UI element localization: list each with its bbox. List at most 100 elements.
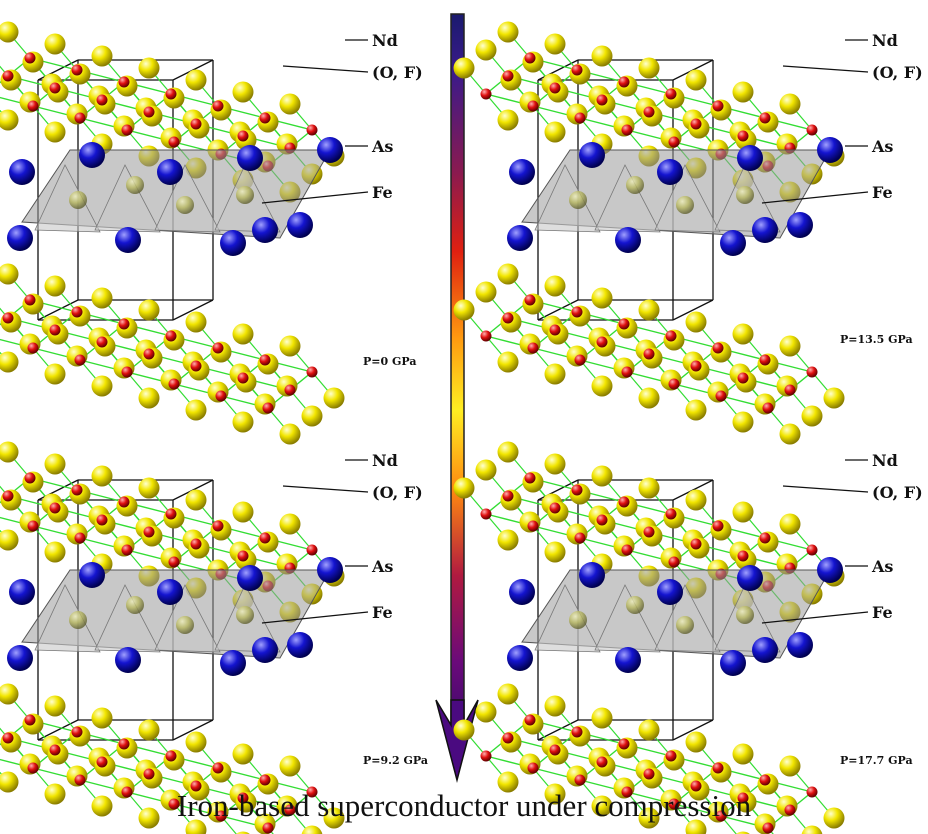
of-label: (O, F) — [872, 63, 923, 82]
oxide-layer — [453, 263, 845, 445]
fe-atom — [676, 616, 694, 634]
as-atom — [157, 159, 183, 185]
as-atom — [579, 562, 605, 588]
o-f-atom — [621, 366, 633, 378]
as-atom — [657, 579, 683, 605]
o-f-atom — [168, 378, 180, 390]
nd-atom — [497, 441, 519, 463]
fe-atom — [626, 176, 644, 194]
feas-layer — [7, 557, 343, 676]
o-f-atom — [165, 88, 177, 100]
nd-atom — [185, 399, 207, 421]
fe-atom — [569, 611, 587, 629]
nd-atom — [779, 755, 801, 777]
nd-atom — [44, 695, 66, 717]
o-f-atom — [118, 318, 130, 330]
nd-atom — [591, 465, 613, 487]
o-f-atom — [574, 774, 586, 786]
o-f-atom — [524, 294, 536, 306]
nd-atom — [544, 453, 566, 475]
o-f-atom — [712, 100, 724, 112]
o-f-atom — [118, 496, 130, 508]
o-f-atom — [2, 490, 14, 502]
fe-label: Fe — [872, 183, 893, 202]
as-atom — [752, 217, 778, 243]
o-f-atom — [784, 804, 796, 816]
nd-atom — [638, 299, 660, 321]
nd-atom — [138, 719, 160, 741]
o-f-atom — [618, 496, 630, 508]
as-label: As — [371, 137, 393, 156]
oxide-layer — [0, 263, 345, 445]
as-label: As — [871, 557, 893, 576]
o-f-atom — [715, 390, 727, 402]
as-atom — [615, 647, 641, 673]
as-atom — [237, 565, 263, 591]
o-f-atom — [806, 124, 818, 136]
nd-atom — [779, 513, 801, 535]
feas-layer — [507, 557, 843, 676]
nd-atom — [544, 541, 566, 563]
nd-atom — [138, 477, 160, 499]
as-atom — [115, 227, 141, 253]
o-f-atom — [71, 306, 83, 318]
as-atom — [7, 225, 33, 251]
o-f-atom — [596, 336, 608, 348]
nd-atom — [544, 275, 566, 297]
bond-line — [0, 485, 9, 497]
nd-atom — [823, 387, 845, 409]
leader-line — [761, 611, 869, 624]
pressure-label: P=13.5 GPa — [840, 333, 913, 346]
o-f-atom — [212, 520, 224, 532]
o-f-atom — [806, 786, 818, 798]
o-f-atom — [262, 822, 274, 834]
o-f-atom — [284, 804, 296, 816]
nd-atom — [732, 411, 754, 433]
o-f-atom — [49, 82, 61, 94]
nd-atom — [685, 731, 707, 753]
nd-atom — [323, 387, 345, 409]
o-f-atom — [571, 306, 583, 318]
nd-atom — [279, 423, 301, 445]
o-f-atom — [74, 532, 86, 544]
nd-atom — [0, 683, 19, 705]
o-f-atom — [806, 544, 818, 556]
leader-line — [261, 611, 369, 624]
nd-atom — [591, 45, 613, 67]
o-f-atom — [574, 532, 586, 544]
o-f-atom — [621, 544, 633, 556]
as-atom — [7, 645, 33, 671]
nd-atom — [591, 707, 613, 729]
o-f-atom — [480, 88, 492, 100]
o-f-atom — [715, 810, 727, 822]
o-f-atom — [74, 774, 86, 786]
o-f-atom — [121, 124, 133, 136]
bond-line — [720, 815, 738, 834]
nd-atom — [453, 477, 475, 499]
nd-atom — [44, 33, 66, 55]
leader-line — [282, 485, 369, 493]
nd-atom — [138, 387, 160, 409]
o-f-atom — [237, 550, 249, 562]
o-f-atom — [480, 508, 492, 520]
o-f-atom — [690, 360, 702, 372]
o-f-atom — [737, 372, 749, 384]
nd-atom — [685, 69, 707, 91]
nd-atom — [185, 69, 207, 91]
o-f-atom — [27, 342, 39, 354]
nd-atom — [0, 263, 19, 285]
o-f-atom — [690, 780, 702, 792]
o-f-atom — [737, 130, 749, 142]
o-f-atom — [643, 768, 655, 780]
nd-atom — [279, 755, 301, 777]
nd-atom — [475, 459, 497, 481]
o-f-atom — [665, 508, 677, 520]
atom-labels: Nd (O, F) As Fe — [761, 451, 923, 624]
atom-labels: Nd (O, F) As Fe — [261, 451, 423, 624]
o-f-atom — [527, 762, 539, 774]
nd-atom — [591, 795, 613, 817]
o-f-atom — [74, 112, 86, 124]
o-f-atom — [784, 384, 796, 396]
feas-layer — [7, 137, 343, 256]
o-f-atom — [121, 366, 133, 378]
